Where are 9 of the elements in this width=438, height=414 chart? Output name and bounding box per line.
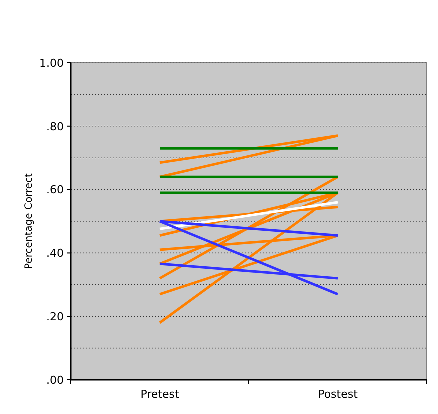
y-tick-label: .60 bbox=[46, 184, 64, 197]
y-tick-label: .00 bbox=[46, 374, 64, 387]
y-tick-label: 1.00 bbox=[40, 56, 64, 70]
x-tick-label: Postest bbox=[318, 388, 359, 401]
y-tick-label: .40 bbox=[46, 247, 64, 260]
y-tick-label: .80 bbox=[46, 120, 64, 134]
y-tick-label: .20 bbox=[46, 310, 64, 324]
x-tick-label: Pretest bbox=[140, 388, 180, 401]
y-axis-title: Percentage Correct bbox=[24, 173, 35, 270]
